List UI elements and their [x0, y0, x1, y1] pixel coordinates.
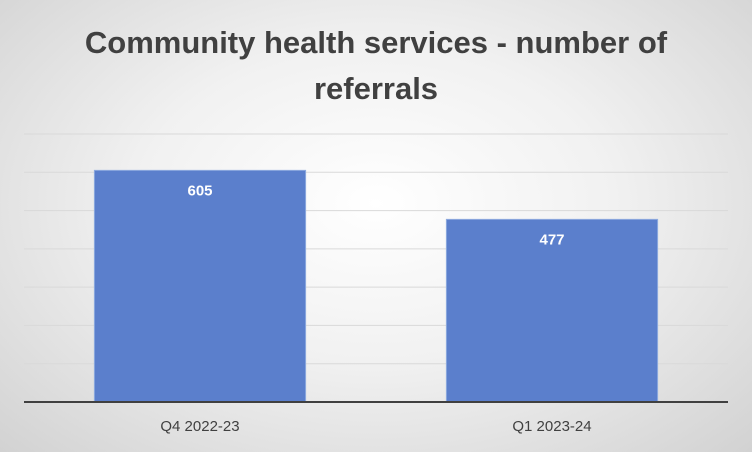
value-label: 477	[539, 231, 564, 248]
value-label: 605	[187, 182, 212, 199]
chart-title: Community health services - number of re…	[84, 25, 668, 106]
x-tick-label: Q4 2022-23	[160, 418, 239, 435]
bar	[445, 218, 659, 403]
bar	[93, 169, 307, 403]
x-tick-label: Q1 2023-24	[512, 418, 591, 435]
